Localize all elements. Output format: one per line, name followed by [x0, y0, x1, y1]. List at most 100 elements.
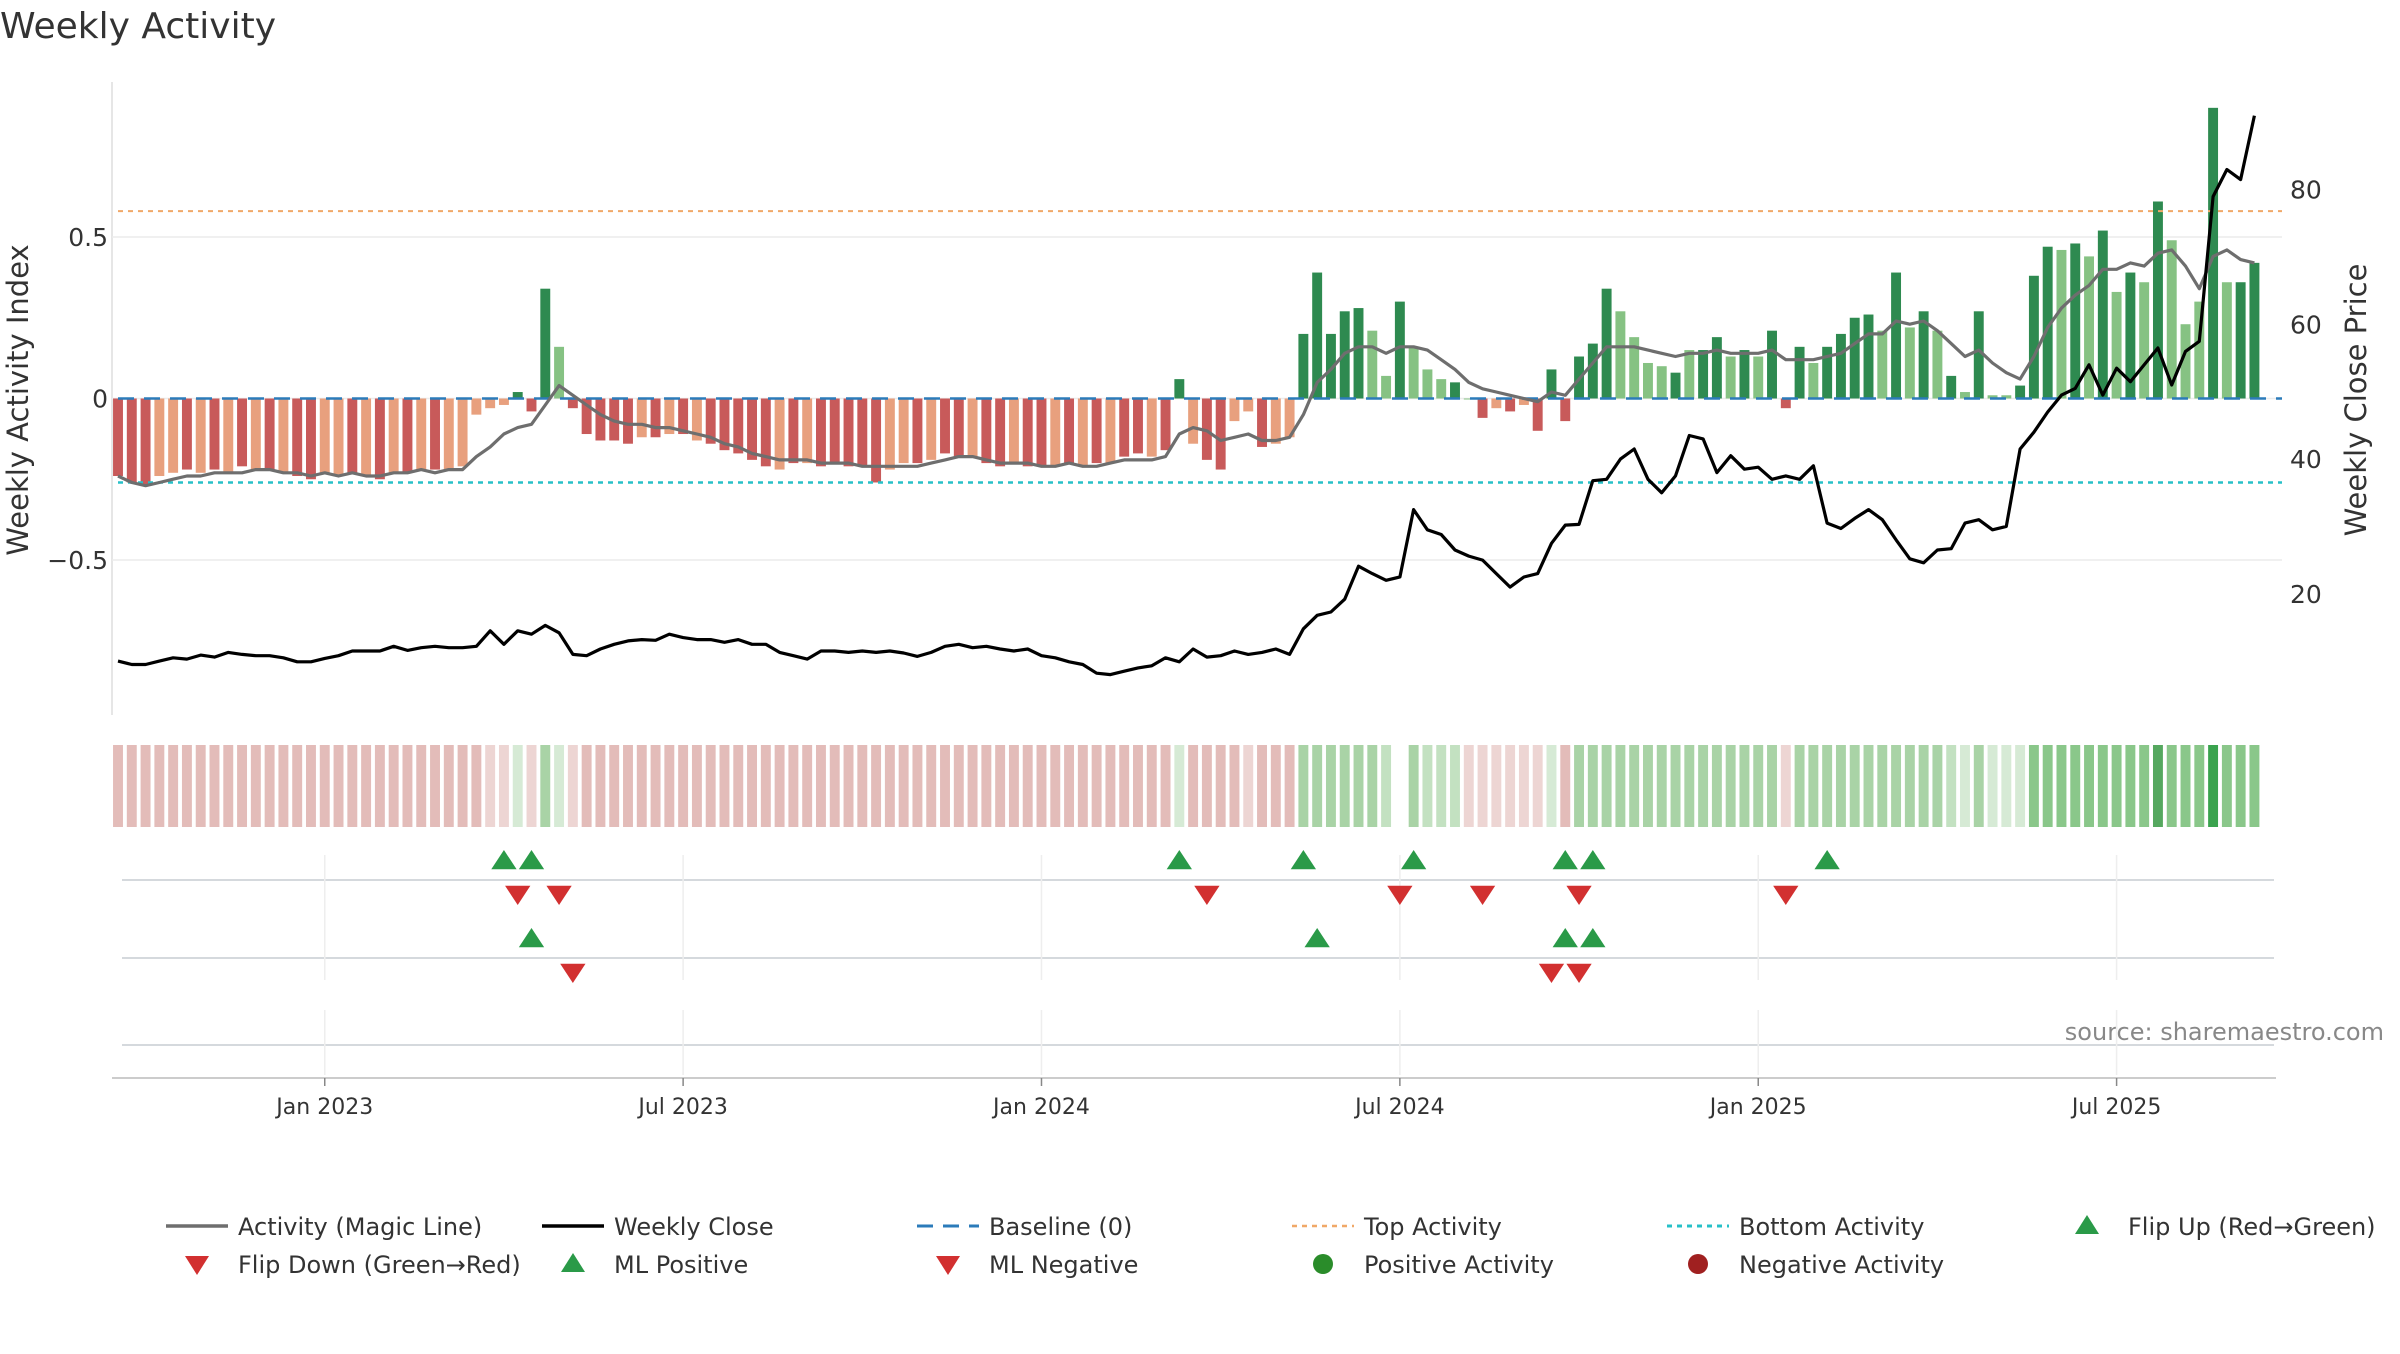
flip-up-marker — [1580, 850, 1606, 870]
flip-down-marker — [1773, 885, 1799, 905]
activity-bar — [1408, 346, 1419, 399]
flip-up-marker — [1166, 850, 1192, 870]
activity-bar — [1022, 398, 1033, 467]
heat-cell — [857, 745, 868, 827]
x-tick-label: Jan 2023 — [274, 1095, 373, 1120]
heat-cell — [292, 745, 303, 827]
y-axis-right-label: Weekly Close Price — [2339, 264, 2373, 537]
heat-cell — [2180, 745, 2191, 827]
heat-cell — [1022, 745, 1033, 827]
activity-bar — [926, 398, 937, 460]
ml-negative-marker — [1566, 963, 1592, 983]
activity-bar — [719, 398, 730, 451]
heat-cell — [1270, 745, 1281, 827]
activity-bar — [788, 398, 799, 464]
activity-bar — [1036, 398, 1047, 467]
activity-bar — [1160, 398, 1171, 451]
activity-bar — [2208, 107, 2219, 399]
heat-cell — [760, 745, 771, 827]
heat-cell — [1215, 745, 1226, 827]
legend-label: Bottom Activity — [1739, 1213, 1924, 1241]
activity-bar — [1615, 311, 1626, 399]
activity-bar — [361, 398, 372, 477]
activity-bar — [1642, 362, 1653, 399]
heat-cell — [113, 745, 123, 827]
activity-bar — [1298, 333, 1309, 399]
activity-bar — [237, 398, 248, 467]
legend-label: Top Activity — [1363, 1213, 1502, 1241]
activity-bar — [1753, 356, 1764, 399]
source-attribution: source: sharemaestro.com — [2065, 1018, 2384, 1046]
heat-cell — [319, 745, 330, 827]
heat-cell — [1918, 745, 1929, 827]
heat-cell — [457, 745, 468, 827]
activity-bar — [374, 398, 385, 480]
heat-cell — [1367, 745, 1378, 827]
activity-bar — [471, 398, 482, 415]
activity-bar — [1146, 398, 1157, 457]
legend-label: Positive Activity — [1364, 1251, 1554, 1279]
heat-cell — [1160, 745, 1171, 827]
heat-cell — [705, 745, 716, 827]
heat-cell — [1505, 745, 1516, 827]
activity-bar — [2015, 385, 2026, 399]
activity-bar — [1808, 362, 1819, 399]
activity-bar — [1091, 398, 1102, 464]
activity-bar — [1560, 398, 1571, 422]
activity-bar — [1188, 398, 1199, 444]
activity-bar — [540, 288, 551, 399]
heat-cell — [181, 745, 192, 827]
activity-bar — [388, 398, 399, 473]
heat-cell — [940, 745, 950, 827]
activity-bar — [2166, 240, 2177, 399]
activity-bar — [1835, 333, 1846, 399]
heat-cell — [126, 745, 137, 827]
heat-cell — [995, 745, 1006, 827]
activity-bar — [1960, 392, 1970, 399]
flip-up-marker — [491, 850, 517, 870]
heat-cell — [2139, 745, 2150, 827]
heat-cell — [1698, 745, 1709, 827]
heat-cell — [2194, 745, 2205, 827]
x-tick-label: Jan 2024 — [991, 1095, 1090, 1120]
heat-cell — [2001, 745, 2012, 827]
activity-bar — [1422, 369, 1433, 399]
heat-cell — [526, 745, 537, 827]
activity-bar — [733, 398, 744, 454]
x-tick-label: Jul 2025 — [2070, 1095, 2162, 1120]
heat-cell — [1257, 745, 1267, 827]
activity-bar — [1353, 308, 1364, 399]
heat-cell — [1780, 745, 1791, 827]
heat-cell — [1408, 745, 1419, 827]
weekly-close-line — [117, 115, 2256, 677]
activity-bar — [1863, 314, 1874, 399]
activity-bar — [1656, 366, 1667, 399]
y-right-tick-label: 60 — [2290, 310, 2322, 339]
ml-negative-marker — [560, 963, 586, 983]
heat-cell — [540, 745, 551, 827]
activity-bar — [691, 398, 702, 441]
heat-strip — [113, 745, 2260, 827]
heat-cell — [168, 745, 179, 827]
heat-cell — [774, 745, 785, 827]
heat-cell — [2070, 745, 2081, 827]
activity-bar — [664, 398, 675, 435]
activity-bar — [250, 398, 261, 470]
heat-cell — [1119, 745, 1130, 827]
activity-bar — [1243, 398, 1254, 412]
heat-cell — [2111, 745, 2122, 827]
activity-bar — [1367, 330, 1378, 399]
heat-cell — [912, 745, 923, 827]
heat-cell — [1174, 745, 1185, 827]
heat-cell — [416, 745, 427, 827]
activity-bar — [581, 398, 592, 435]
activity-bar — [1174, 379, 1185, 399]
heat-cell — [1133, 745, 1143, 827]
activity-bar — [843, 398, 854, 467]
activity-bar — [760, 398, 771, 467]
heat-cell — [567, 745, 578, 827]
legend-label: Flip Up (Red→Green) — [2128, 1213, 2376, 1241]
heat-cell — [471, 745, 482, 827]
activity-bar — [1477, 398, 1488, 418]
activity-bar — [1050, 398, 1061, 467]
